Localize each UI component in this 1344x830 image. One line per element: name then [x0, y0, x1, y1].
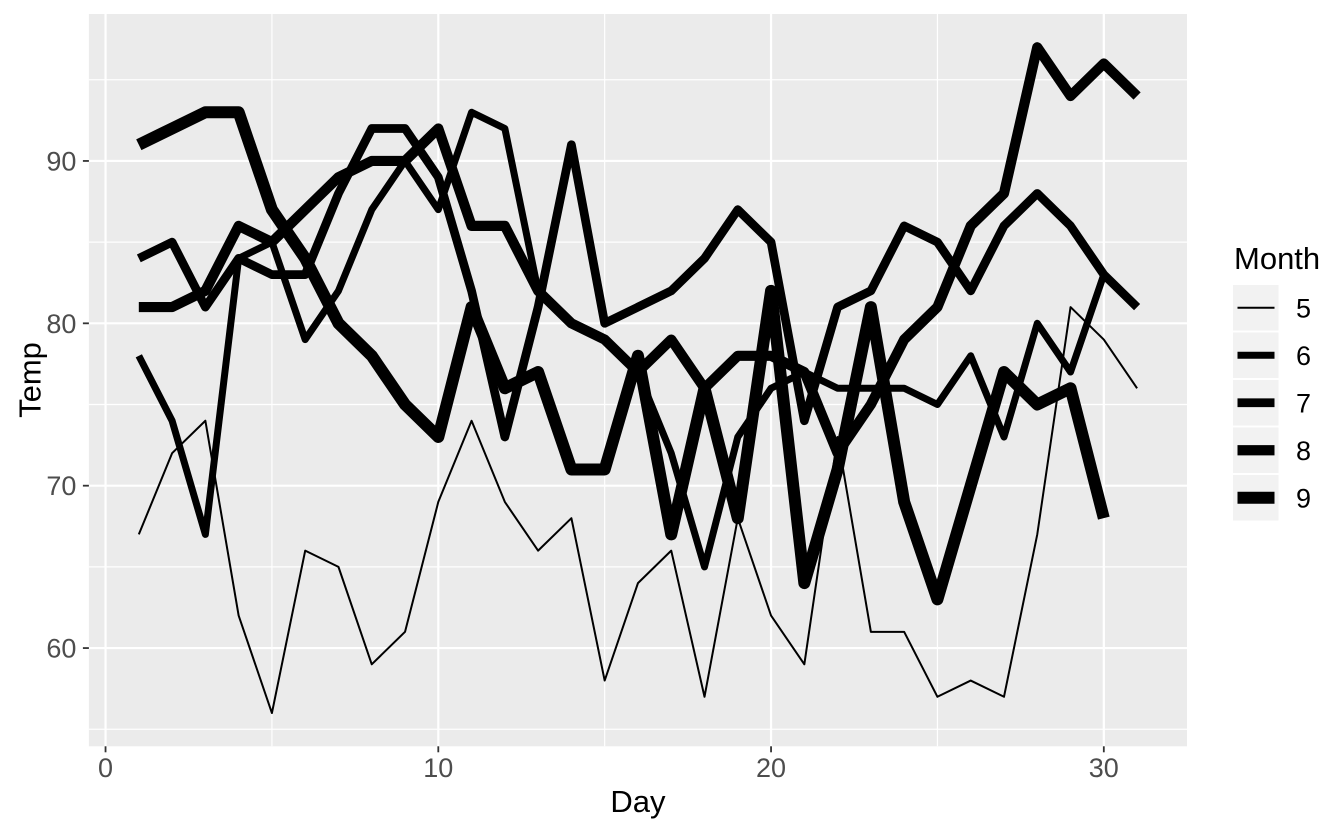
temp-line-month-5: [137, 306, 1138, 715]
x-tick-label-0: 0: [98, 753, 113, 783]
x-tick-label-30: 30: [1089, 753, 1119, 783]
legend: 5 6 7 8 9: [1233, 285, 1311, 521]
major-gridlines: [88, 14, 1187, 747]
x-tick-label-20: 20: [756, 753, 786, 783]
y-tick-label-70: 70: [46, 471, 76, 501]
legend-label-5: 5: [1296, 293, 1311, 323]
data-series-layer: [135, 42, 1141, 715]
axis-tick-labels-layer: 0 10 20 30 60 70 80 90: [46, 146, 1118, 782]
x-tick-label-10: 10: [423, 753, 453, 783]
legend-label-7: 7: [1296, 388, 1311, 418]
y-tick-label-80: 80: [46, 309, 76, 339]
legend-label-8: 8: [1296, 436, 1311, 466]
minor-gridlines: [88, 14, 1187, 747]
y-tick-label-60: 60: [46, 634, 76, 664]
temp-line-month-9: [136, 106, 1110, 606]
axis-ticks-layer: [82, 160, 1105, 753]
x-axis-title: Day: [610, 784, 666, 819]
temp-line-month-7: [136, 124, 1141, 442]
legend-title: Month: [1234, 241, 1320, 276]
y-tick-label-90: 90: [46, 146, 76, 176]
legend-label-9: 9: [1296, 483, 1311, 513]
legend-label-6: 6: [1296, 341, 1311, 371]
y-axis-title: Temp: [13, 342, 48, 418]
